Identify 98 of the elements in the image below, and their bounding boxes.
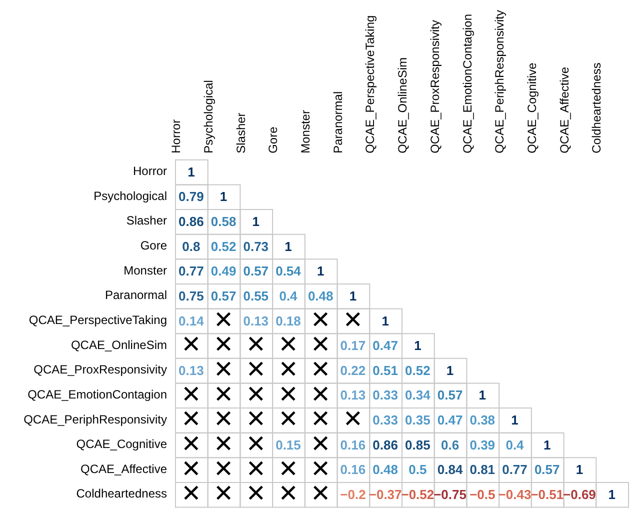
data-label: 0.4 <box>279 288 298 304</box>
data-label: 0.33 <box>372 412 398 428</box>
data-label: 1 <box>608 486 616 502</box>
text: ✕ <box>342 405 364 434</box>
data-label: 0.49 <box>210 264 236 279</box>
data-label: 0.73 <box>243 238 269 254</box>
data-label: 0.57 <box>243 264 269 279</box>
data-label: 0.81 <box>470 462 496 478</box>
data-label: 0.86 <box>178 214 204 230</box>
x-tick-label: Monster <box>298 110 313 154</box>
data-label: 0.39 <box>470 437 496 452</box>
data-label: 1 <box>220 189 228 204</box>
data-label: 0.33 <box>372 388 398 403</box>
data-label: 0.77 <box>502 462 528 478</box>
data-label: 0.8 <box>182 238 200 254</box>
data-label: 0.5 <box>408 462 427 478</box>
x-tick-label: QCAE_EmotionContagion <box>460 14 474 154</box>
data-label: 0.34 <box>405 388 432 403</box>
data-label: 0.57 <box>210 288 236 304</box>
data-label: 0.14 <box>178 313 205 328</box>
data-label: 0.58 <box>210 214 236 230</box>
data-label: 0.57 <box>437 388 463 403</box>
data-label: 0.38 <box>470 412 496 428</box>
y-tick-label: QCAE_EmotionContagion <box>28 387 167 402</box>
data-label: −0.43 <box>498 486 532 502</box>
y-tick-label: Horror <box>132 164 167 178</box>
data-label: −0.52 <box>401 486 434 502</box>
data-label: −0.51 <box>530 486 564 502</box>
data-label: 0.77 <box>178 264 204 279</box>
data-label: 0.15 <box>276 437 301 452</box>
y-tick-label: Slasher <box>126 214 168 228</box>
data-label: 0.4 <box>506 437 525 452</box>
data-label: 1 <box>478 388 486 403</box>
data-label: 1 <box>284 238 292 254</box>
data-label: 0.75 <box>178 288 204 304</box>
data-label: 0.86 <box>372 437 398 452</box>
x-tick-label: Paranormal <box>330 91 345 154</box>
data-label: −0.37 <box>368 486 402 502</box>
data-label: −0.5 <box>470 486 496 502</box>
data-label: 0.47 <box>372 338 398 354</box>
data-label: 0.18 <box>276 313 301 328</box>
data-label: 0.47 <box>437 412 463 428</box>
x-tick-label: QCAE_OnlineSim <box>396 57 410 154</box>
data-label: 1 <box>188 164 195 180</box>
data-label: 0.48 <box>372 462 398 478</box>
data-label: 0.85 <box>405 437 430 452</box>
data-label: 1 <box>511 412 518 428</box>
data-label: −0.75 <box>434 486 466 502</box>
data-label: 0.13 <box>340 388 366 403</box>
data-label: 0.16 <box>340 462 366 478</box>
y-tick-label: QCAE_Cognitive <box>76 437 168 452</box>
data-label: 0.57 <box>534 462 560 478</box>
x-tick-label: Psychological <box>201 80 216 154</box>
y-tick-label: Gore <box>140 238 168 253</box>
data-label: −0.69 <box>563 486 596 502</box>
x-tick-label: QCAE_PerspectiveTaking <box>363 15 378 154</box>
data-label: 0.54 <box>276 264 302 279</box>
x-tick-label: QCAE_ProxResponsivity <box>428 20 442 154</box>
y-tick-label: Psychological <box>94 188 167 203</box>
data-label: 0.52 <box>405 362 430 378</box>
data-label: 0.84 <box>437 462 464 478</box>
y-tick-label: QCAE_PerspectiveTaking <box>28 313 167 328</box>
y-tick-label: Paranormal <box>104 288 167 302</box>
data-label: 0.52 <box>210 238 236 254</box>
y-tick-label: QCAE_PeriphResponsivity <box>24 412 167 426</box>
data-label: 1 <box>252 214 260 230</box>
data-label: 0.6 <box>440 437 460 452</box>
data-label: 1 <box>349 288 357 304</box>
y-tick-label: QCAE_ProxResponsivity <box>34 362 167 377</box>
data-label: 1 <box>382 313 389 328</box>
y-tick-label: Coldheartedness <box>76 486 167 501</box>
data-label: 0.16 <box>340 437 366 452</box>
data-label: 0.17 <box>340 338 366 354</box>
data-label: −0.2 <box>340 486 366 502</box>
data-label: 1 <box>543 437 551 452</box>
text: ✕ <box>342 306 364 334</box>
data-label: 0.22 <box>340 362 366 378</box>
x-tick-label: Slasher <box>234 112 248 154</box>
x-tick-label: QCAE_PeriphResponsivity <box>492 10 507 154</box>
x-tick-label: QCAE_Cognitive <box>525 62 540 154</box>
data-label: 0.35 <box>405 412 430 428</box>
data-label: 1 <box>446 362 454 378</box>
x-tick-label: QCAE_Affective <box>557 66 572 154</box>
data-label: 0.55 <box>243 288 269 304</box>
data-label: 1 <box>414 338 422 354</box>
data-label: 0.79 <box>178 189 204 204</box>
x-tick-label: Gore <box>266 126 280 154</box>
y-tick-label: Monster <box>124 263 167 278</box>
text: ✕ <box>181 330 202 359</box>
data-label: 1 <box>316 264 324 279</box>
data-label: 0.13 <box>178 362 204 378</box>
data-label: 0.13 <box>243 313 269 328</box>
x-tick-label: Coldheartedness <box>590 62 604 154</box>
y-tick-label: QCAE_Affective <box>80 462 168 476</box>
y-tick-label: QCAE_OnlineSim <box>70 338 167 352</box>
data-label: 0.48 <box>308 288 334 304</box>
data-label: 1 <box>576 462 584 478</box>
data-label: 0.51 <box>372 362 398 378</box>
